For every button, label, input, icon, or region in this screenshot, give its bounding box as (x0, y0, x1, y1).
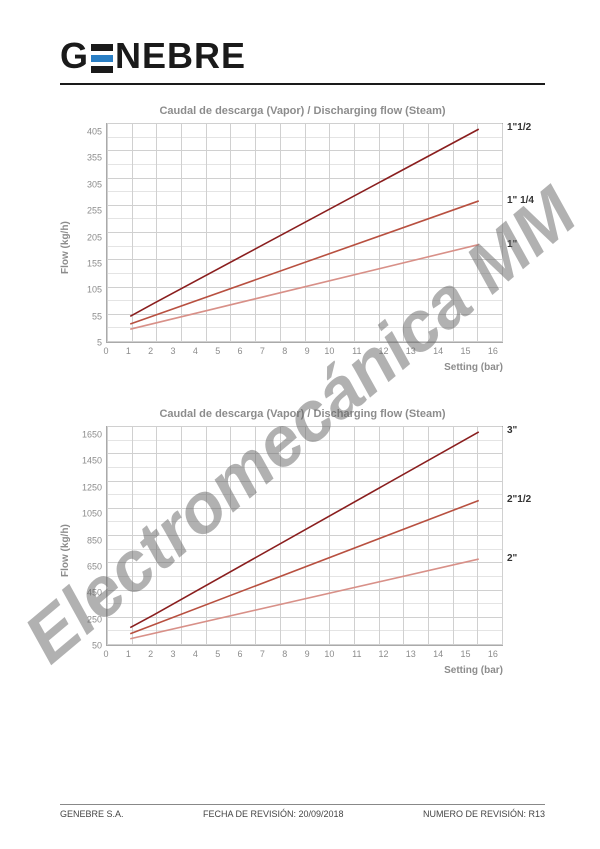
chart-steam-small: Caudal de descarga (Vapor) / Discharging… (60, 105, 545, 373)
chart1-yticks: 555105155205255305355405 (76, 123, 106, 343)
footer-rev: NUMERO DE REVISIÓN: R13 (423, 809, 545, 819)
page-footer: GENEBRE S.A. FECHA DE REVISIÓN: 20/09/20… (60, 804, 545, 819)
header-rule (60, 83, 545, 85)
logo-left: G (60, 35, 89, 77)
chart2-ylabel: Flow (kg/h) (60, 426, 76, 676)
chart1-xlabel: Setting (bar) (76, 356, 545, 373)
chart1-plot (106, 123, 503, 343)
logo-e-bars-icon (91, 44, 113, 73)
footer-date: FECHA DE REVISIÓN: 20/09/2018 (203, 809, 344, 819)
chart1-ylabel: Flow (kg/h) (60, 123, 76, 373)
chart2-title: Caudal de descarga (Vapor) / Discharging… (60, 408, 545, 420)
chart2-series-labels: 3"2"1/22" (503, 426, 545, 646)
logo-right: NEBRE (115, 35, 246, 77)
chart-steam-large: Caudal de descarga (Vapor) / Discharging… (60, 408, 545, 676)
chart1-title: Caudal de descarga (Vapor) / Discharging… (60, 105, 545, 117)
chart2-xticks: 012345678910111213141516 (106, 646, 503, 659)
brand-logo: G NEBRE (60, 35, 545, 77)
chart2-yticks: 502504506508501050125014501650 (76, 426, 106, 646)
chart1-xticks: 012345678910111213141516 (106, 343, 503, 356)
chart2-plot (106, 426, 503, 646)
chart2-xlabel: Setting (bar) (76, 659, 545, 676)
chart1-series-labels: 1"1/21" 1/41" (503, 123, 545, 343)
footer-company: GENEBRE S.A. (60, 809, 124, 819)
